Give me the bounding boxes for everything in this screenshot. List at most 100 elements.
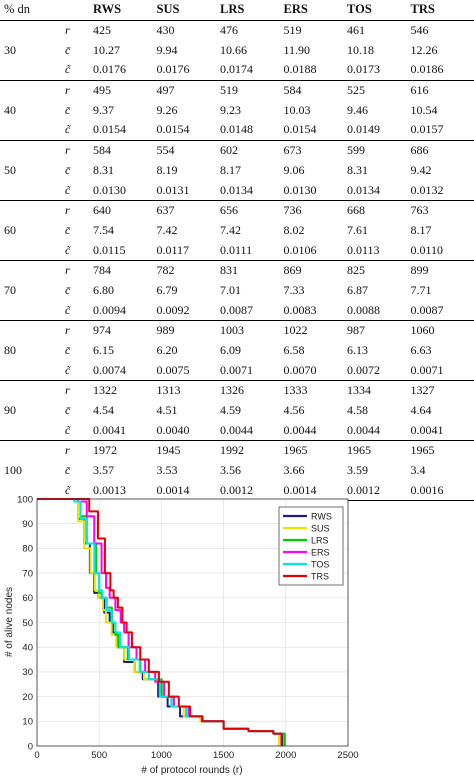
table-body: 30 r 425 430 476 519 461 546 c̄ 10.27 9.94 10.66 11.…: [0, 19, 474, 502]
value-cell: 12.26: [410, 42, 438, 57]
value-cell: 1022: [283, 319, 347, 341]
table-row: c̄ 7.54 7.42 7.42 8.02 7.61 8.17: [0, 221, 474, 241]
metric-symbol-cell: c̃: [57, 120, 93, 141]
table-row: 40 r 495 497 519 584 525 616: [0, 79, 474, 141]
value-cell: 6.87: [347, 282, 368, 297]
value-cell: 8.17: [410, 222, 432, 237]
value-cell: 1972: [93, 440, 157, 461]
value-cell: 0.0094: [93, 300, 157, 322]
value-cell: 4.59: [220, 403, 241, 418]
results-table: % dn RWS SUS LRS ERS TOS TRS 30 r 425 430 47…: [0, 0, 474, 502]
legend-entry: TOS: [311, 559, 329, 569]
table-row: c̄ 6.80 6.79 7.01 7.33 6.87 7.71: [0, 281, 474, 301]
x-axis-label: # of protocol rounds (r): [141, 765, 242, 776]
table-row: c̄ 3.57 3.53 3.56 3.66 3.59 3.4: [0, 461, 474, 481]
metric-symbol-cell: c̄: [65, 162, 71, 177]
value-cell: 9.46: [347, 102, 368, 117]
table-row: c̃ 0.0154 0.0154 0.0148 0.0154 0.0149 0.0157: [0, 120, 474, 141]
value-cell: 0.0157: [410, 120, 474, 141]
y-tick-label: 30: [22, 667, 33, 678]
y-tick-label: 0: [28, 741, 33, 752]
value-cell: 637: [156, 199, 220, 221]
value-cell: 0.0149: [347, 120, 411, 141]
value-cell: 0.0092: [156, 300, 220, 322]
value-cell: 6.09: [220, 343, 241, 358]
value-cell: 9.26: [156, 102, 178, 117]
header-symbol: [57, 0, 93, 21]
value-cell: 1327: [410, 380, 474, 401]
value-cell: 8.31: [347, 162, 368, 177]
metric-symbol-cell: c̄: [65, 403, 71, 418]
x-tick-label: 1000: [151, 750, 172, 761]
dn-cell: 80: [0, 319, 57, 381]
legend-box: [278, 506, 344, 586]
value-cell: 0.0074: [93, 360, 157, 382]
value-cell: 0.0088: [347, 300, 411, 322]
x-tick-label: 2000: [275, 750, 296, 761]
value-cell: 686: [410, 139, 474, 161]
value-cell: 461: [347, 19, 411, 41]
value-cell: 7.01: [220, 282, 241, 297]
value-cell: 6.58: [283, 343, 305, 358]
value-cell: 736: [283, 199, 347, 221]
value-cell: 6.15: [93, 343, 114, 358]
value-cell: 0.0083: [283, 300, 347, 322]
y-axis-label: # of alive nodes: [4, 587, 15, 657]
chart-ticks: 0 500 1000 1500 2000 2500 0 10 20 30 40 50 60 70 80 90 1…: [17, 494, 358, 761]
value-cell: 519: [220, 79, 284, 101]
value-cell: 0.0110: [410, 240, 474, 261]
value-cell: 10.03: [283, 102, 311, 117]
value-cell: 3.57: [93, 463, 114, 478]
value-cell: 0.0154: [93, 120, 157, 141]
value-cell: 0.0130: [93, 180, 157, 201]
value-cell: 616: [410, 79, 474, 101]
y-tick-label: 60: [22, 593, 33, 604]
value-cell: 7.42: [156, 222, 178, 237]
dn-cell: 100: [0, 440, 57, 501]
table-row: 70 r 784 782 831 869 825 899: [0, 259, 474, 321]
table-row: c̄ 10.27 9.94 10.66 11.90 10.18 12.26: [0, 40, 474, 60]
x-tick-label: 1500: [213, 750, 234, 761]
metric-symbol-cell: c̃: [57, 240, 93, 261]
metric-symbol-cell: r: [57, 319, 93, 341]
value-cell: 7.54: [93, 222, 114, 237]
value-cell: 899: [410, 259, 474, 281]
value-cell: 8.17: [220, 162, 241, 177]
value-cell: 0.0186: [410, 60, 474, 81]
value-cell: 3.53: [156, 463, 178, 478]
value-cell: 989: [156, 319, 220, 341]
value-cell: 8.02: [283, 222, 305, 237]
value-cell: 974: [93, 319, 157, 341]
value-cell: 0.0016: [410, 480, 474, 502]
value-cell: 0.0072: [347, 360, 411, 382]
value-cell: 1326: [220, 380, 284, 401]
metric-symbol-cell: c̃: [57, 420, 93, 442]
value-cell: 1945: [156, 440, 220, 461]
value-cell: 0.0041: [93, 420, 157, 442]
value-cell: 6.63: [410, 343, 432, 358]
table-row: 30 r 425 430 476 519 461 546: [0, 19, 474, 81]
x-tick-label: 2500: [337, 750, 358, 761]
value-cell: 0.0148: [220, 120, 284, 141]
value-cell: 656: [220, 199, 284, 221]
legend-entry: TRS: [311, 571, 329, 581]
table-row: c̃ 0.0176 0.0176 0.0174 0.0188 0.0173 0.0186: [0, 60, 474, 81]
value-cell: 3.66: [283, 463, 305, 478]
value-cell: 0.0154: [156, 120, 220, 141]
value-cell: 497: [156, 79, 220, 101]
table-row: c̃ 0.0074 0.0075 0.0071 0.0070 0.0072 0.0071: [0, 360, 474, 382]
table-row: 50 r 584 554 602 673 599 686: [0, 139, 474, 201]
metric-symbol-cell: c̄: [65, 222, 71, 237]
metric-symbol-cell: r: [57, 380, 93, 401]
value-cell: 9.06: [283, 162, 305, 177]
metric-symbol-cell: r: [57, 199, 93, 221]
value-cell: 0.0106: [283, 240, 347, 261]
value-cell: 0.0117: [156, 240, 220, 261]
header-dn: % dn: [0, 0, 57, 21]
value-cell: 9.42: [410, 162, 432, 177]
value-cell: 425: [93, 19, 157, 41]
value-cell: 9.94: [156, 42, 178, 57]
value-cell: 4.56: [283, 403, 305, 418]
series-line-trs: [37, 498, 283, 746]
table-row: c̄ 6.15 6.20 6.09 6.58 6.13 6.63: [0, 341, 474, 361]
